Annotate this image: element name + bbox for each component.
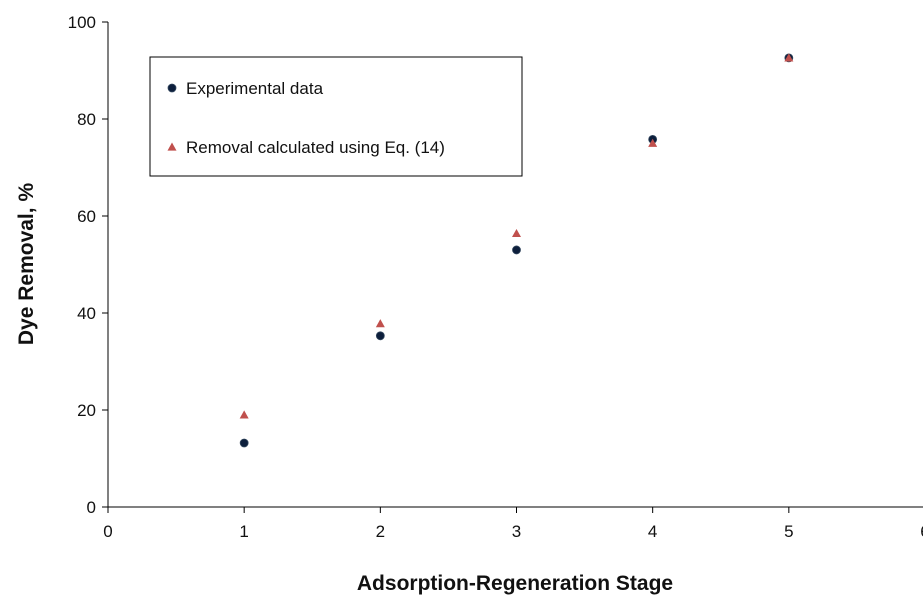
legend-entry: Removal calculated using Eq. (14) [167,138,445,157]
calculated-removal-point [375,319,385,328]
x-tick-label: 1 [239,522,248,541]
calculated-removal-point [648,138,658,147]
x-tick-label: 6 [920,522,923,541]
y-tick-label: 60 [77,207,96,226]
y-tick-label: 40 [77,304,96,323]
experimental-data-point [239,438,249,448]
y-tick-label: 20 [77,401,96,420]
legend-entry: Experimental data [167,79,324,98]
y-tick-label: 80 [77,110,96,129]
calculated-removal-point [784,53,794,62]
legend-box [149,56,523,177]
x-tick-label: 5 [784,522,793,541]
y-axis-title: Dye Removal, % [15,183,38,346]
legend-label: Removal calculated using Eq. (14) [186,138,445,157]
x-tick-label: 2 [376,522,385,541]
legend-marker-experimental [167,83,177,93]
x-tick-label: 0 [103,522,112,541]
calculated-removal-point [239,410,249,419]
x-tick-label: 3 [512,522,521,541]
x-tick-label: 4 [648,522,657,541]
legend-marker-calculated [167,142,177,151]
legend: Experimental data Removal calculated usin… [149,56,523,177]
data-points [239,53,794,448]
y-tick-label: 0 [87,498,96,517]
y-ticks: 0 20 40 60 80 100 [68,13,108,517]
x-ticks: 0 1 2 3 4 5 6 [103,507,923,541]
calculated-removal-point [512,228,521,238]
x-axis-title: Adsorption-Regeneration Stage [357,572,673,595]
experimental-data-point [375,331,385,341]
y-tick-label: 100 [68,13,96,32]
experimental-data-point [512,245,521,255]
legend-label: Experimental data [186,79,324,98]
